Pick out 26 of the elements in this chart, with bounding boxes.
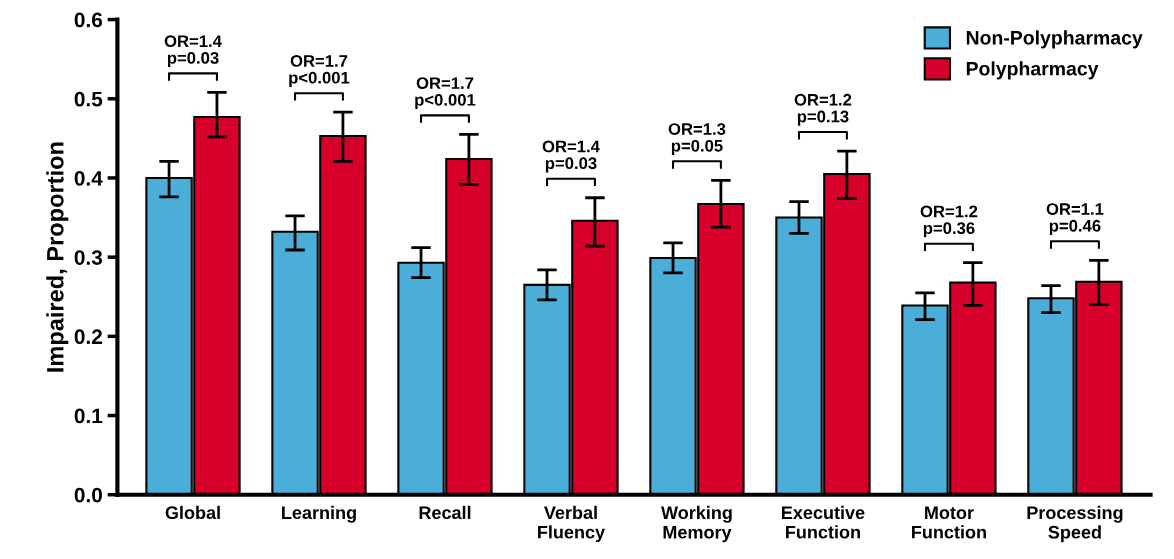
x-tick-label: Global xyxy=(165,505,220,520)
y-tick-label: 0.1 xyxy=(74,408,103,424)
x-tick-label: Recall xyxy=(419,505,471,520)
annotation: OR=1.4 p=0.03 xyxy=(542,140,600,173)
x-tick-label: Motor Function xyxy=(912,506,986,539)
y-tick-label: 0.3 xyxy=(74,250,103,265)
x-tick-label: Working Memory xyxy=(661,505,732,543)
y-tick-label: 0.5 xyxy=(74,91,103,107)
y-tick-label: 0.4 xyxy=(74,170,103,186)
y-tick-label: 0.6 xyxy=(74,12,103,28)
annotation: OR=1.2 p=0.13 xyxy=(794,93,852,126)
annotation: OR=1.7 p<0.001 xyxy=(415,77,476,110)
annotation: OR=1.2 p=0.36 xyxy=(920,205,978,238)
legend-label: Polypharmacy xyxy=(966,61,1099,80)
annotation: OR=1.7 p<0.001 xyxy=(289,55,350,87)
x-tick-label: Verbal Fluency xyxy=(538,505,605,543)
annotation: OR=1.3 p=0.05 xyxy=(668,123,726,155)
x-tick-label: Executive Function xyxy=(782,505,865,539)
y-axis-title: Impaired, Proportion xyxy=(46,142,69,372)
annotation: OR=1.4 p=0.03 xyxy=(164,35,222,68)
x-tick-label: Processing Speed xyxy=(1027,505,1123,543)
legend-label: Non-Polypharmacy xyxy=(966,30,1143,49)
y-tick-label: 0.2 xyxy=(74,329,102,345)
annotation: OR=1.1 p=0.46 xyxy=(1046,203,1104,235)
x-tick-label: Learning xyxy=(282,505,356,523)
y-tick-label: 0.0 xyxy=(74,487,102,503)
